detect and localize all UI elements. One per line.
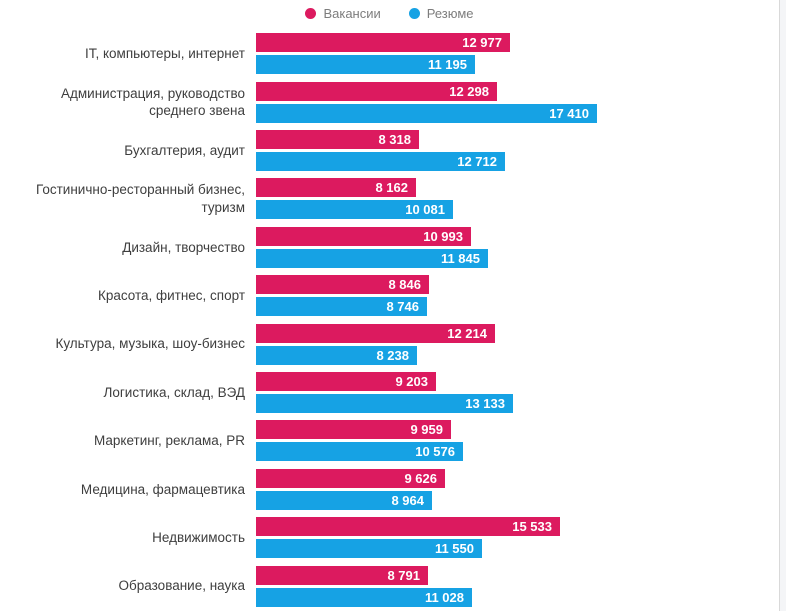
- vacancies-bar[interactable]: 12 214: [256, 323, 495, 343]
- category-row: Медицина, фармацевтика 9 626 8 964: [0, 466, 779, 514]
- bar-value: 8 791: [387, 567, 420, 583]
- resumes-bar[interactable]: 12 712: [256, 152, 505, 172]
- chart-legend: Вакансии Резюме: [0, 6, 779, 21]
- category-label: Красота, фитнес, спорт: [97, 287, 245, 303]
- category-row: Образование, наука 8 791 11 028: [0, 562, 779, 610]
- bar-value: 8 162: [375, 180, 408, 196]
- category-row: Гостинично-ресторанный бизнес, туризм 8 1…: [0, 175, 779, 223]
- resumes-bar[interactable]: 10 576: [256, 442, 463, 462]
- vacancies-bar[interactable]: 8 318: [256, 130, 419, 150]
- vacancies-bar[interactable]: 12 298: [256, 81, 497, 101]
- bar-group: 9 959 10 576: [256, 420, 463, 462]
- resumes-bar[interactable]: 11 550: [256, 539, 482, 559]
- bar-group: 8 846 8 746: [256, 275, 429, 317]
- category-label: Культура, музыка, шоу-бизнес: [55, 336, 245, 352]
- bar-value: 17 410: [549, 105, 589, 121]
- category-row: Логистика, склад, ВЭД 9 203 13 133: [0, 369, 779, 417]
- bar-value: 12 977: [462, 35, 502, 51]
- vacancies-bar[interactable]: 15 533: [256, 517, 560, 537]
- resumes-bar[interactable]: 10 081: [256, 200, 453, 220]
- legend-label: Резюме: [426, 6, 474, 21]
- category-label: Маркетинг, реклама, PR: [94, 433, 245, 449]
- resumes-bar[interactable]: 11 195: [256, 55, 475, 75]
- category-row: Культура, музыка, шоу-бизнес 12 214 8 238: [0, 320, 779, 368]
- category-label: Бухгалтерия, аудит: [124, 142, 245, 158]
- category-row: Красота, фитнес, спорт 8 846 8 746: [0, 272, 779, 320]
- category-label: Образование, наука: [118, 578, 245, 594]
- bar-value: 9 203: [395, 374, 428, 390]
- category-row: Бухгалтерия, аудит 8 318 12 712: [0, 127, 779, 175]
- bar-group: 8 318 12 712: [256, 130, 505, 172]
- bar-group: 12 977 11 195: [256, 33, 510, 75]
- category-row: Администрация, руководство среднего звен…: [0, 78, 779, 126]
- bar-value: 11 195: [427, 57, 467, 73]
- bar-group: 12 214 8 238: [256, 323, 495, 365]
- vacancies-bar[interactable]: 8 162: [256, 178, 416, 198]
- resumes-bar[interactable]: 17 410: [256, 103, 597, 123]
- category-label: Администрация, руководство среднего звен…: [61, 85, 245, 119]
- bar-group: 10 993 11 845: [256, 226, 488, 268]
- vacancies-bar[interactable]: 12 977: [256, 33, 510, 53]
- legend-dot-vacancies: [305, 8, 317, 19]
- legend-item-resumes[interactable]: Резюме: [408, 6, 474, 21]
- legend-item-vacancies[interactable]: Вакансии: [305, 6, 381, 21]
- resumes-bar[interactable]: 13 133: [256, 394, 513, 414]
- bar-group: 9 203 13 133: [256, 372, 513, 414]
- resumes-bar[interactable]: 11 845: [256, 248, 488, 268]
- category-label: Логистика, склад, ВЭД: [103, 384, 246, 400]
- vacancies-bar[interactable]: 9 959: [256, 420, 451, 440]
- vacancies-bar[interactable]: 10 993: [256, 226, 471, 246]
- legend-label: Вакансии: [323, 6, 381, 21]
- page-edge: [779, 0, 786, 611]
- bar-group: 9 626 8 964: [256, 468, 445, 510]
- bar-value: 8 964: [391, 492, 424, 508]
- bar-value: 12 712: [457, 154, 497, 170]
- bar-value: 11 028: [424, 589, 464, 605]
- bar-value: 13 133: [465, 396, 505, 412]
- bar-value: 8 846: [388, 277, 421, 293]
- bar-value: 8 746: [386, 299, 419, 315]
- bar-value: 9 626: [404, 470, 437, 486]
- resumes-bar[interactable]: 11 028: [256, 587, 472, 607]
- bar-value: 12 214: [447, 325, 487, 341]
- category-label: Дизайн, творчество: [122, 239, 245, 255]
- vacancies-bar[interactable]: 9 626: [256, 468, 445, 488]
- vacancies-bar[interactable]: 8 791: [256, 565, 428, 585]
- bar-value: 10 576: [415, 444, 455, 460]
- category-label: Медицина, фармацевтика: [80, 481, 245, 497]
- bar-value: 9 959: [410, 422, 443, 438]
- bar-value: 10 993: [423, 228, 463, 244]
- legend-dot-resumes: [408, 8, 420, 19]
- vacancies-bar[interactable]: 9 203: [256, 372, 436, 392]
- bar-value: 11 550: [434, 541, 474, 557]
- resumes-bar[interactable]: 8 746: [256, 297, 427, 317]
- bar-value: 11 845: [440, 250, 480, 266]
- category-row: Дизайн, творчество 10 993 11 845: [0, 224, 779, 272]
- bar-group: 15 533 11 550: [256, 517, 560, 559]
- category-label: IT, компьютеры, интернет: [84, 46, 245, 62]
- category-row: IT, компьютеры, интернет 12 977 11 195: [0, 30, 779, 78]
- bar-chart: IT, компьютеры, интернет 12 977 11 195 Адми…: [0, 30, 779, 611]
- resumes-bar[interactable]: 8 964: [256, 490, 432, 510]
- bar-value: 8 238: [376, 347, 409, 363]
- bar-value: 12 298: [449, 83, 489, 99]
- bar-value: 10 081: [405, 202, 445, 218]
- bar-value: 8 318: [378, 132, 411, 148]
- vacancies-bar[interactable]: 8 846: [256, 275, 429, 295]
- bar-group: 8 162 10 081: [256, 178, 453, 220]
- resumes-bar[interactable]: 8 238: [256, 345, 417, 365]
- category-label: Недвижимость: [152, 529, 245, 545]
- category-row: Недвижимость 15 533 11 550: [0, 514, 779, 562]
- bar-group: 8 791 11 028: [256, 565, 472, 607]
- bar-value: 15 533: [512, 519, 552, 535]
- category-row: Маркетинг, реклама, PR 9 959 10 576: [0, 417, 779, 465]
- bar-group: 12 298 17 410: [256, 81, 597, 123]
- category-label: Гостинично-ресторанный бизнес, туризм: [35, 182, 245, 215]
